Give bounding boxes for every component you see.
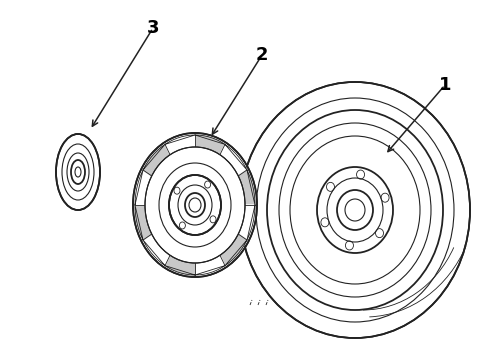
Polygon shape (165, 135, 195, 167)
Polygon shape (228, 170, 255, 205)
Polygon shape (195, 243, 225, 275)
Ellipse shape (56, 134, 100, 210)
Polygon shape (214, 144, 247, 183)
Polygon shape (195, 135, 225, 167)
Ellipse shape (145, 147, 245, 263)
Polygon shape (143, 144, 176, 183)
Polygon shape (165, 243, 195, 275)
Ellipse shape (169, 175, 221, 235)
Ellipse shape (133, 133, 257, 277)
Ellipse shape (240, 82, 470, 338)
Polygon shape (214, 227, 247, 266)
Text: 3: 3 (147, 19, 159, 37)
Polygon shape (135, 170, 162, 205)
Polygon shape (135, 205, 162, 240)
Text: 1: 1 (439, 76, 451, 94)
Text: 2: 2 (256, 46, 268, 64)
Polygon shape (143, 227, 176, 266)
Polygon shape (228, 205, 255, 240)
